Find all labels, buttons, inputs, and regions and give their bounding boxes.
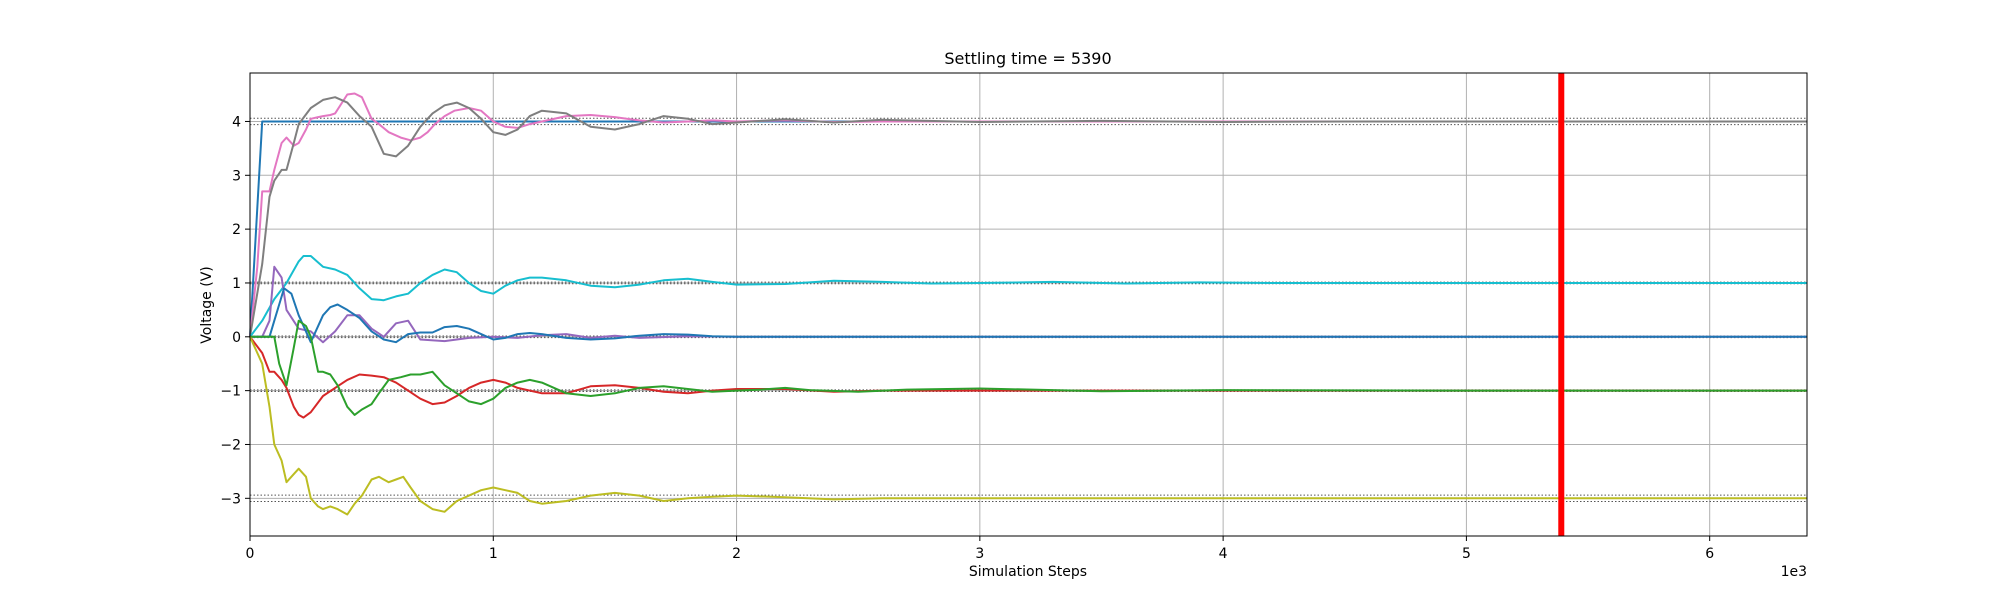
x-tick-label: 3 [975,546,984,562]
series-layer [249,92,1807,516]
y-tick-label: 4 [232,114,241,130]
plot-frame [249,72,1808,537]
series-line [249,336,1807,419]
y-tick-label: 0 [232,330,241,346]
y-axis-label: Voltage (V) [199,266,215,343]
y-tick-label: −1 [220,384,241,400]
x-tick-label: 5 [1462,546,1471,562]
y-tick-label: 3 [232,168,241,184]
series-line [249,336,1807,516]
x-axis-label: Simulation Steps [969,564,1087,580]
y-tick-label: 2 [232,222,241,238]
x-tick-label: 0 [246,546,255,562]
chart-title: Settling time = 5390 [944,49,1111,68]
y-tick-label: 1 [232,276,241,292]
x-tick-label: 6 [1705,546,1714,562]
x-tick-label: 2 [732,546,741,562]
y-tick-label: −3 [220,491,241,507]
x-tick-label: 4 [1219,546,1228,562]
y-tick-label: −2 [220,437,241,453]
series-line [249,96,1807,337]
series-line [250,319,1807,416]
tick-layer: 0 1 2 3 4 5 6 −3 −2 −1 0 1 2 3 4 [220,114,1714,562]
x-axis-multiplier: 1e3 [1781,564,1807,580]
series-line [249,255,1807,338]
x-tick-label: 1 [489,546,498,562]
series-line [250,287,1807,344]
